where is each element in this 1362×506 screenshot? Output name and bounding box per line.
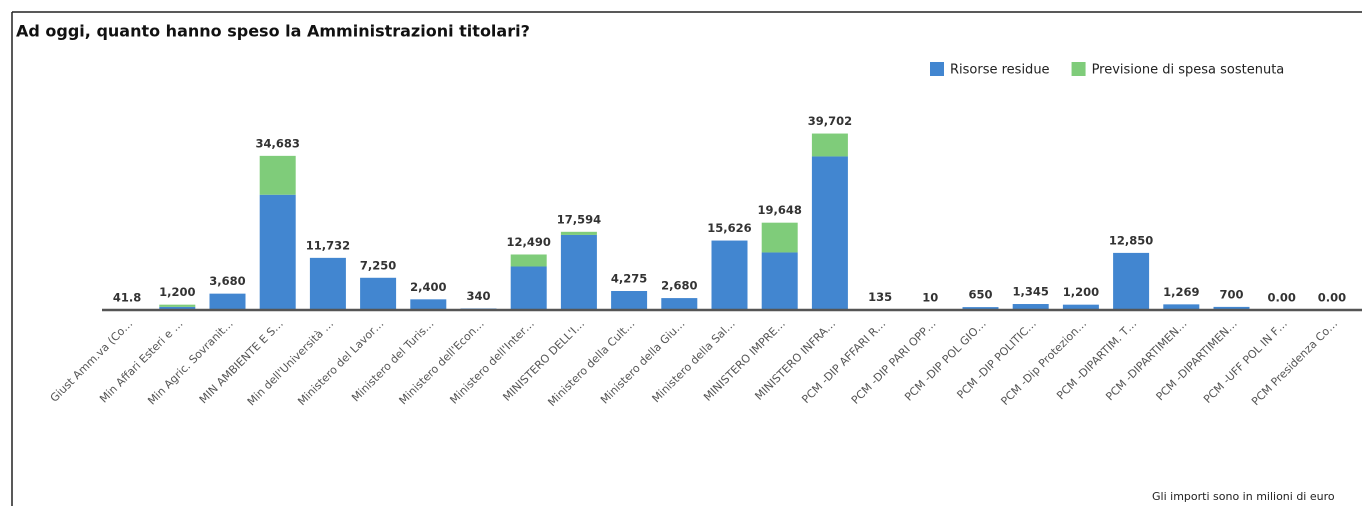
bar-segment	[1062, 304, 1099, 310]
bar-segment	[159, 304, 196, 307]
total-label: 340	[466, 289, 490, 303]
total-label: 3,680	[209, 274, 245, 288]
total-label: 11,732	[306, 238, 350, 252]
bar-segment	[209, 293, 246, 310]
x-tick-label: Min Affari Esteri e …	[97, 317, 185, 405]
bar-segment	[1012, 304, 1049, 310]
x-tick-label: PCM -Dip Protezion…	[998, 317, 1089, 408]
bar-segment	[159, 306, 196, 310]
total-label: 19,648	[758, 203, 802, 217]
total-label: 12,850	[1109, 233, 1153, 247]
bar-segment	[962, 307, 999, 310]
legend-swatch	[930, 62, 944, 76]
x-tick-label: Ministero dell'Econ…	[397, 317, 487, 407]
x-tick-label: MIN AMBIENTE E S…	[197, 317, 286, 406]
total-label: 1,200	[159, 285, 195, 299]
total-label: 1,269	[1163, 285, 1199, 299]
bar-segment	[761, 252, 798, 310]
bar-segment	[360, 277, 397, 310]
bar-segment	[560, 234, 597, 310]
bar-segment	[611, 291, 648, 310]
x-tick-label: Ministero della Cult…	[545, 317, 637, 409]
bar-segment	[811, 133, 848, 157]
x-tick-label: Ministero del Turis…	[349, 317, 436, 404]
x-tick-label: PCM Presidenza Co…	[1249, 317, 1340, 408]
total-label: 17,594	[557, 212, 601, 226]
x-tick-label: PCM -UFF POL IN F…	[1201, 317, 1290, 406]
total-label: 700	[1219, 287, 1243, 301]
total-label: 34,683	[256, 136, 300, 150]
bar-segment	[761, 222, 798, 253]
total-label: 135	[868, 290, 892, 304]
total-label: 7,250	[360, 258, 396, 272]
total-label: 12,490	[507, 235, 551, 249]
total-label: 0.00	[1318, 291, 1346, 305]
total-label: 15,626	[707, 221, 751, 235]
total-label: 10	[922, 290, 938, 304]
total-label: 1,200	[1063, 285, 1099, 299]
x-tick-label: Ministero della Giu…	[598, 317, 687, 406]
x-tick-label: Min dell'Università …	[245, 317, 336, 408]
x-tick-label: Min Agric. Sovranit…	[145, 317, 235, 407]
legend-label: Previsione di spesa sostenuta	[1092, 63, 1285, 78]
total-label: 1,345	[1013, 285, 1049, 299]
x-tick-label: Giust Amm.va (Co…	[48, 317, 136, 405]
bar-segment	[711, 240, 748, 310]
total-label: 4,275	[611, 272, 647, 286]
bar-segment	[1163, 304, 1200, 310]
bar-segment	[410, 299, 447, 310]
bar-segment	[309, 257, 346, 310]
x-tick-label: Ministero del Lavor…	[295, 317, 386, 408]
bar-segment	[560, 231, 597, 235]
total-label: 2,680	[661, 279, 697, 293]
x-tick-label: Ministero della Sal…	[650, 317, 738, 405]
bar-segment	[1213, 306, 1250, 310]
bar-segment	[1113, 252, 1150, 310]
x-tick-label: Ministero dell'Inter…	[447, 317, 537, 407]
bar-segment	[259, 155, 296, 195]
bar-segment	[811, 156, 848, 310]
x-tick-label: PCM -DIP AFFARI R…	[799, 317, 888, 406]
total-label: 0.00	[1268, 291, 1296, 305]
x-tick-label: PCM -DIP PARI OPP…	[849, 317, 939, 407]
bar-segment	[510, 266, 547, 310]
bar-segment	[661, 298, 698, 310]
bar-segment	[510, 254, 547, 267]
total-label: 39,702	[808, 114, 852, 128]
total-label: 41.8	[113, 290, 141, 304]
bar-segment	[259, 194, 296, 310]
chart-title: Ad oggi, quanto hanno speso la Amministr…	[16, 22, 530, 41]
note: Gli importi sono in milioni di euro	[1152, 490, 1335, 503]
legend-label: Risorse residue	[950, 63, 1050, 78]
total-label: 650	[968, 288, 992, 302]
total-label: 2,400	[410, 280, 446, 294]
legend-swatch	[1071, 62, 1086, 76]
